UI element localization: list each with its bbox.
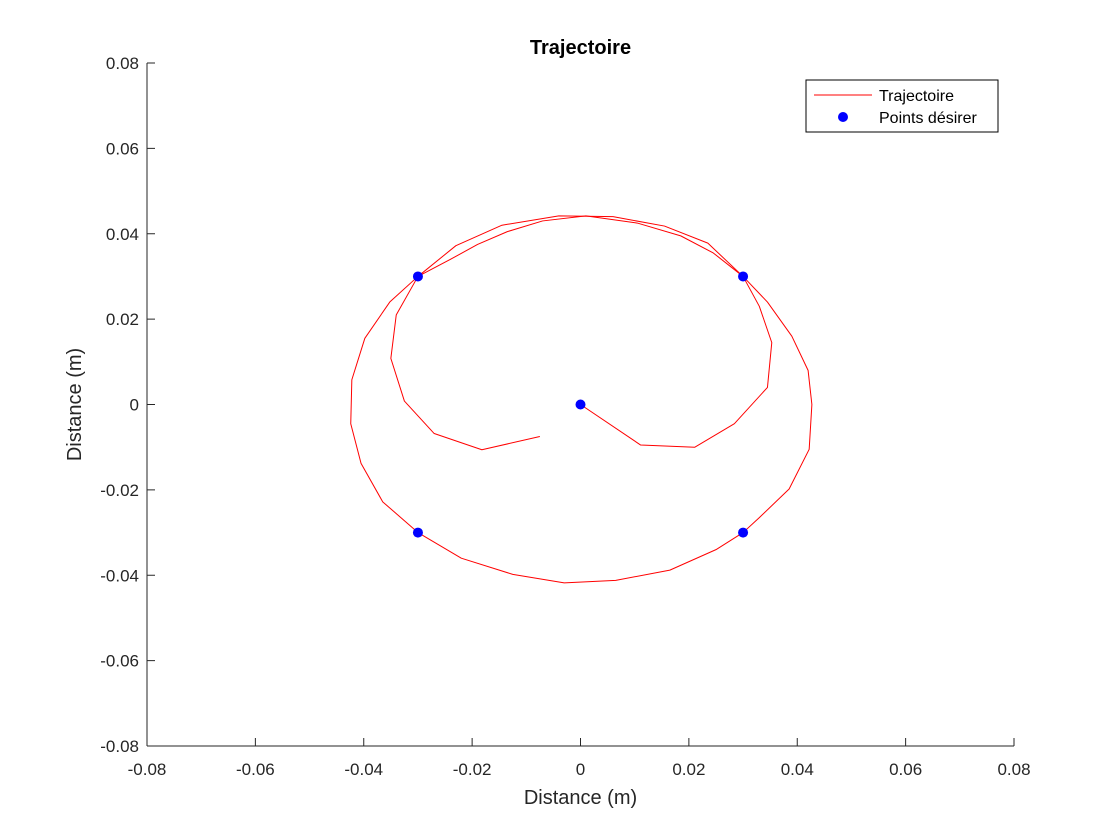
y-axis-ticks: -0.08 -0.06 -0.04 -0.02 0 0.02 0.04 0.06 0.08 — [100, 54, 155, 756]
y-tick-label: -0.04 — [100, 566, 139, 585]
chart-title: Trajectoire — [530, 37, 631, 59]
x-tick-label: -0.06 — [236, 760, 275, 779]
y-tick-label: 0.02 — [106, 310, 139, 329]
x-tick-label: 0.04 — [781, 760, 814, 779]
legend-box — [805, 79, 999, 133]
y-tick-label: 0.04 — [106, 225, 139, 244]
legend-marker-swatch — [838, 112, 848, 122]
y-tick-label: -0.06 — [100, 652, 139, 671]
x-tick-label: -0.04 — [344, 760, 383, 779]
y-tick-label: -0.02 — [100, 481, 139, 500]
x-tick-label: -0.08 — [128, 760, 167, 779]
y-axis-label: Distance (m) — [64, 348, 86, 461]
y-tick-label: 0 — [130, 396, 139, 415]
y-tick-label: 0.06 — [106, 139, 139, 158]
desired-point-marker — [412, 271, 423, 282]
desired-point-marker — [738, 527, 749, 538]
x-tick-label: -0.02 — [453, 760, 492, 779]
x-tick-label: 0.08 — [997, 760, 1030, 779]
y-tick-label: 0.08 — [106, 54, 139, 73]
x-axis-ticks: -0.08 -0.06 -0.04 -0.02 0 0.02 0.04 0.06 0.08 — [128, 738, 1031, 779]
trajectory-line-1 — [350, 215, 813, 584]
x-tick-label: 0 — [576, 760, 585, 779]
legend-label-trajectoire: Trajectoire — [879, 88, 954, 105]
series-layer — [350, 215, 813, 584]
legend-label-points-desirer: Points désirer — [879, 110, 977, 127]
desired-point-marker — [575, 399, 586, 410]
y-tick-label: -0.08 — [100, 737, 139, 756]
x-axis-label: Distance (m) — [524, 787, 637, 809]
desired-point-marker — [412, 527, 423, 538]
x-tick-label: 0.02 — [672, 760, 705, 779]
x-tick-label: 0.06 — [889, 760, 922, 779]
legend: Trajectoire Points désirer — [805, 79, 999, 133]
desired-point-marker — [738, 271, 749, 282]
